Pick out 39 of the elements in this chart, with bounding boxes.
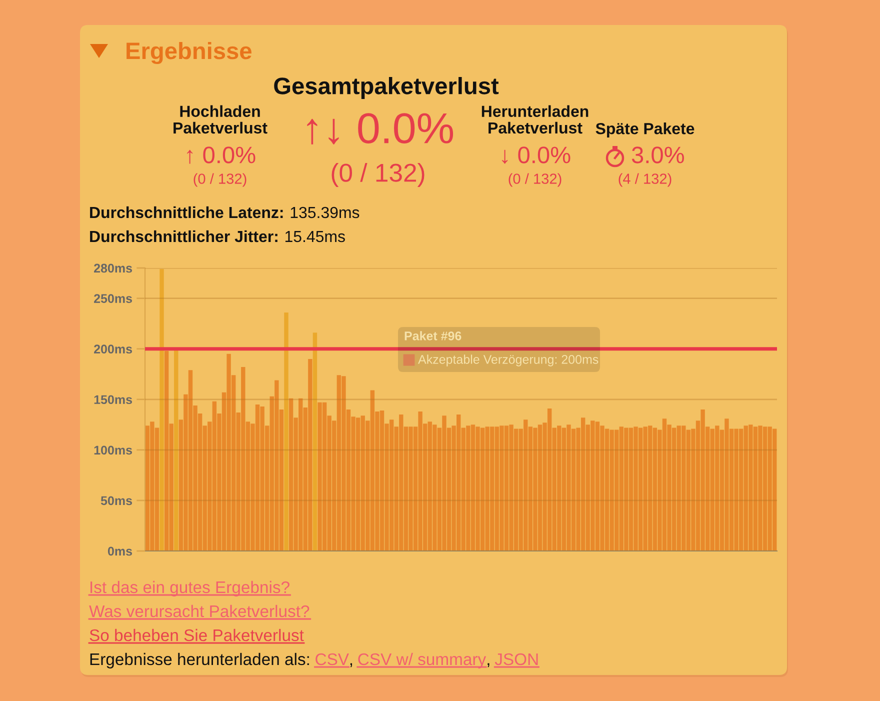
text: (0 / 132): [332, 163, 424, 187]
y-tick-label: 100ms: [94, 446, 132, 455]
text: CSV w/ summary: [358, 652, 486, 668]
text: ,: [350, 663, 352, 668]
text: 3.0%: [632, 146, 684, 164]
chart-subtitle: Gesamtpaketverlust: [274, 76, 499, 100]
text: ,: [488, 663, 490, 668]
y-tick-label: 200ms: [94, 344, 132, 354]
text: ↓ 0.0%: [502, 146, 570, 164]
text: Ergebnisse herunterladen als:: [90, 652, 309, 668]
text: Hochladen Paketverlust: [174, 105, 268, 134]
y-tick-label: 280ms: [94, 264, 132, 273]
text: (0 / 132): [194, 173, 246, 187]
bar: [160, 269, 164, 551]
bar: [284, 312, 288, 551]
text: Was verursacht Paketverlust?: [89, 604, 310, 618]
text: JSON: [494, 653, 538, 666]
text: (4 / 132): [618, 173, 672, 187]
ref-line-label: Akzeptable Verzögerung: 200ms: [418, 354, 598, 366]
text: Ist das ein gutes Ergebnis?: [90, 580, 290, 596]
y-tick-label: 250ms: [94, 294, 132, 303]
text: ↑ 0.0%: [187, 146, 256, 164]
text: ↑↓ 0.0%: [307, 113, 454, 144]
text: Durchschnittliche Latenz:: [90, 206, 283, 218]
text: CSV: [316, 653, 349, 666]
text: (0 / 132): [508, 173, 562, 187]
bar: [174, 348, 178, 551]
text: 15.45ms: [285, 231, 345, 242]
text: Späte Pakete: [596, 122, 694, 138]
text: Herunterladen Paketverlust: [482, 105, 588, 134]
text: Durchschnittlicher Jitter:: [90, 230, 278, 242]
y-tick-label: 0ms: [108, 546, 132, 556]
text: 135.39ms: [290, 206, 360, 218]
bar: [312, 332, 318, 551]
y-tick-label: 50ms: [100, 496, 132, 506]
annotation: Paket #96: [404, 331, 462, 340]
y-tick-label: 150ms: [94, 395, 132, 404]
chart-title: Ergebnisse: [126, 42, 252, 64]
text: So beheben Sie Paketverlust: [90, 628, 304, 642]
